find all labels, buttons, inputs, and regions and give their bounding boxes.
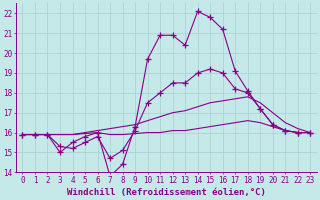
X-axis label: Windchill (Refroidissement éolien,°C): Windchill (Refroidissement éolien,°C) bbox=[67, 188, 266, 197]
